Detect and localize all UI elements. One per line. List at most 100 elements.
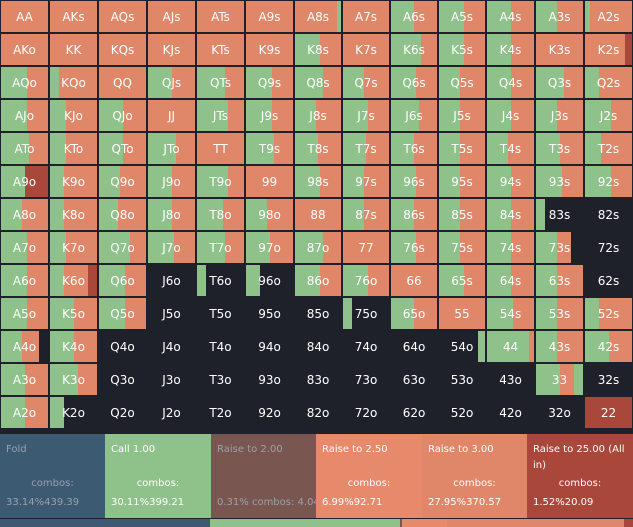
hand-cell[interactable]: 65o (390, 297, 438, 330)
hand-cell[interactable]: T7o (196, 231, 245, 264)
legend-item-allin[interactable]: Raise to 25.00 (All in) combos: 1.52%20.09 (527, 434, 633, 518)
hand-cell[interactable]: 85o (294, 297, 342, 330)
hand-cell[interactable]: 54o (438, 330, 486, 363)
hand-cell[interactable]: 86o (294, 264, 342, 297)
hand-cell[interactable]: 94o (245, 330, 294, 363)
hand-cell[interactable]: 52o (438, 396, 486, 429)
hand-cell[interactable]: TT (196, 132, 245, 165)
hand-cell[interactable]: K3s (535, 33, 584, 66)
hand-cell[interactable]: QJo (98, 99, 147, 132)
hand-cell[interactable]: 43o (486, 363, 535, 396)
hand-cell[interactable]: ATo (0, 132, 49, 165)
hand-cell[interactable]: Q4s (486, 66, 535, 99)
hand-cell[interactable]: 64o (390, 330, 438, 363)
hand-cell[interactable]: T5o (196, 297, 245, 330)
hand-cell[interactable]: A2o (0, 396, 49, 429)
hand-cell[interactable]: K2s (584, 33, 633, 66)
hand-cell[interactable]: 32s (584, 363, 633, 396)
hand-cell[interactable]: A5o (0, 297, 49, 330)
hand-cell[interactable]: 92o (245, 396, 294, 429)
hand-cell[interactable]: J8s (294, 99, 342, 132)
hand-cell[interactable]: A6s (390, 0, 438, 33)
hand-cell[interactable]: 65s (438, 264, 486, 297)
hand-cell[interactable]: K8s (294, 33, 342, 66)
hand-cell[interactable]: 75s (438, 231, 486, 264)
hand-cell[interactable]: J2o (147, 396, 196, 429)
hand-cell[interactable]: 82o (294, 396, 342, 429)
hand-cell[interactable]: J3s (535, 99, 584, 132)
hand-cell[interactable]: 83s (535, 198, 584, 231)
hand-cell[interactable]: Q6o (98, 264, 147, 297)
hand-cell[interactable]: AKs (49, 0, 98, 33)
hand-cell[interactable]: T4o (196, 330, 245, 363)
hand-cell[interactable]: AJo (0, 99, 49, 132)
hand-cell[interactable]: J9s (245, 99, 294, 132)
hand-cell[interactable]: 75o (342, 297, 390, 330)
hand-cell[interactable]: 82s (584, 198, 633, 231)
hand-cell[interactable]: 73o (342, 363, 390, 396)
hand-cell[interactable]: Q7s (342, 66, 390, 99)
hand-cell[interactable]: 96o (245, 264, 294, 297)
hand-cell[interactable]: 99 (245, 165, 294, 198)
hand-cell[interactable]: JJ (147, 99, 196, 132)
hand-cell[interactable]: A8o (0, 198, 49, 231)
hand-cell[interactable]: 33 (535, 363, 584, 396)
hand-cell[interactable]: Q9s (245, 66, 294, 99)
legend-item-call[interactable]: Call 1.00 combos: 30.11%399.21 (105, 434, 211, 518)
hand-cell[interactable]: 44 (486, 330, 535, 363)
legend-item-raise3[interactable]: Raise to 3.00 combos: 27.95%370.57 (422, 434, 527, 518)
hand-cell[interactable]: 72s (584, 231, 633, 264)
hand-cell[interactable]: Q5s (438, 66, 486, 99)
hand-cell[interactable]: ATs (196, 0, 245, 33)
hand-cell[interactable]: A4s (486, 0, 535, 33)
hand-cell[interactable]: KTs (196, 33, 245, 66)
hand-cell[interactable]: K2o (49, 396, 98, 429)
hand-cell[interactable]: 63o (390, 363, 438, 396)
hand-cell[interactable]: T3o (196, 363, 245, 396)
hand-cell[interactable]: Q9o (98, 165, 147, 198)
hand-cell[interactable]: QTs (196, 66, 245, 99)
hand-cell[interactable]: 98o (245, 198, 294, 231)
hand-cell[interactable]: T2o (196, 396, 245, 429)
hand-cell[interactable]: A8s (294, 0, 342, 33)
hand-cell[interactable]: A7o (0, 231, 49, 264)
hand-cell[interactable]: J2s (584, 99, 633, 132)
hand-cell[interactable]: 84o (294, 330, 342, 363)
hand-cell[interactable]: T9s (245, 132, 294, 165)
hand-cell[interactable]: K4s (486, 33, 535, 66)
hand-cell[interactable]: A4o (0, 330, 49, 363)
hand-cell[interactable]: 53s (535, 297, 584, 330)
hand-cell[interactable]: 52s (584, 297, 633, 330)
hand-cell[interactable]: AKo (0, 33, 49, 66)
hand-cell[interactable]: 76s (390, 231, 438, 264)
hand-cell[interactable]: Q4o (98, 330, 147, 363)
hand-cell[interactable]: J7o (147, 231, 196, 264)
hand-cell[interactable]: Q5o (98, 297, 147, 330)
hand-cell[interactable]: 54s (486, 297, 535, 330)
hand-cell[interactable]: K6s (390, 33, 438, 66)
hand-cell[interactable]: T8o (196, 198, 245, 231)
hand-cell[interactable]: AA (0, 0, 49, 33)
hand-cell[interactable]: A2s (584, 0, 633, 33)
hand-cell[interactable]: 86s (390, 198, 438, 231)
hand-cell[interactable]: KQo (49, 66, 98, 99)
hand-cell[interactable]: 97s (342, 165, 390, 198)
hand-cell[interactable]: T6s (390, 132, 438, 165)
hand-cell[interactable]: Q2o (98, 396, 147, 429)
hand-cell[interactable]: Q3o (98, 363, 147, 396)
legend-item-raise25[interactable]: Raise to 2.50 combos: 6.99%92.71 (316, 434, 422, 518)
hand-cell[interactable]: Q8o (98, 198, 147, 231)
hand-cell[interactable]: K4o (49, 330, 98, 363)
hand-cell[interactable]: 74s (486, 231, 535, 264)
hand-cell[interactable]: T8s (294, 132, 342, 165)
hand-cell[interactable]: 96s (390, 165, 438, 198)
hand-cell[interactable]: 98s (294, 165, 342, 198)
hand-cell[interactable]: J6s (390, 99, 438, 132)
hand-cell[interactable]: T3s (535, 132, 584, 165)
hand-cell[interactable]: AJs (147, 0, 196, 33)
hand-cell[interactable]: K7s (342, 33, 390, 66)
hand-cell[interactable]: AQs (98, 0, 147, 33)
hand-cell[interactable]: Q6s (390, 66, 438, 99)
hand-cell[interactable]: 55 (438, 297, 486, 330)
hand-cell[interactable]: Q2s (584, 66, 633, 99)
